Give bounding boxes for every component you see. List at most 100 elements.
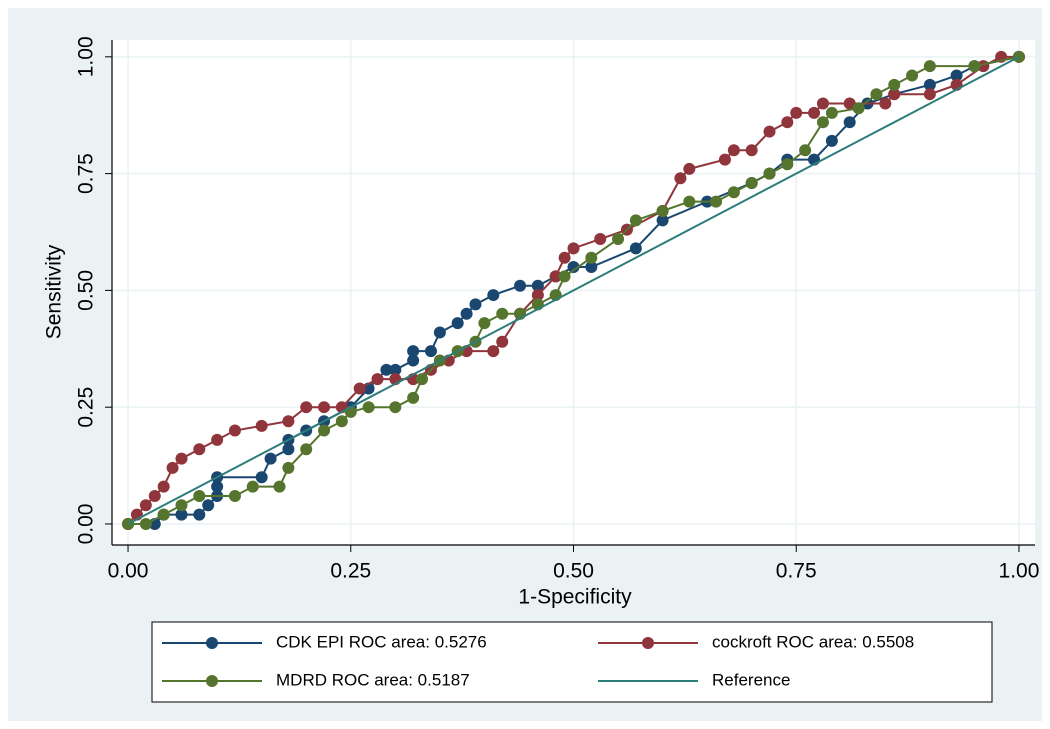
- point: [594, 233, 607, 246]
- legend: [151, 621, 993, 703]
- point: [389, 401, 402, 414]
- point: [487, 289, 500, 302]
- series-line: [128, 55, 1020, 525]
- y-axis-title: Sensitivity: [43, 244, 66, 339]
- point: [558, 251, 571, 264]
- point: [656, 214, 669, 227]
- point: [531, 279, 544, 292]
- point: [478, 317, 491, 330]
- point: [264, 452, 277, 465]
- legend-label: cockroft ROC area: 0.5508: [712, 632, 914, 651]
- point: [612, 233, 625, 246]
- point: [300, 401, 313, 414]
- point: [968, 60, 981, 73]
- point: [139, 517, 152, 530]
- point: [852, 102, 865, 115]
- point: [629, 214, 642, 227]
- point: [335, 415, 348, 428]
- point: [745, 176, 758, 189]
- point: [407, 391, 420, 404]
- point: [870, 88, 883, 101]
- point: [407, 354, 420, 367]
- x-tick-label: 1.00: [999, 560, 1040, 583]
- point: [683, 195, 696, 208]
- point: [389, 363, 402, 376]
- point: [656, 204, 669, 217]
- point: [496, 307, 509, 320]
- point: [816, 116, 829, 129]
- point: [193, 508, 206, 521]
- y-tick-label: 0.25: [75, 387, 98, 428]
- point: [843, 97, 856, 110]
- point: [906, 69, 919, 82]
- marks: [122, 50, 1025, 530]
- point: [799, 144, 812, 157]
- point: [950, 69, 963, 82]
- x-tick-label: 0.00: [108, 560, 149, 583]
- point: [808, 106, 821, 119]
- point: [781, 116, 794, 129]
- point: [496, 335, 509, 348]
- point: [718, 153, 731, 166]
- point: [157, 480, 170, 493]
- y-tick-label: 1.00: [75, 36, 98, 77]
- point: [193, 443, 206, 456]
- point: [585, 251, 598, 264]
- point: [424, 345, 437, 358]
- point: [175, 508, 188, 521]
- point: [211, 433, 224, 446]
- point: [282, 461, 295, 474]
- series-line: [127, 55, 1020, 525]
- point: [469, 298, 482, 311]
- point: [318, 401, 331, 414]
- point: [1012, 50, 1025, 63]
- ticks: 0.00 0.25 0.50 0.75 1.00 0.00 0.25 0.50 0.75 1.00: [75, 36, 1040, 582]
- x-tick-label: 0.50: [553, 560, 594, 583]
- point: [139, 499, 152, 512]
- point: [674, 172, 687, 185]
- point: [148, 489, 161, 502]
- point: [790, 106, 803, 119]
- point: [825, 134, 838, 147]
- point: [166, 461, 179, 474]
- y-tick-label: 0.50: [75, 270, 98, 311]
- point: [380, 363, 393, 376]
- point: [567, 261, 580, 274]
- legend-items: CDK EPI ROC area: 0.5276 cockroft ROC are…: [162, 632, 914, 689]
- point: [585, 261, 598, 274]
- point: [416, 373, 429, 386]
- point: [879, 97, 892, 110]
- point: [514, 279, 527, 292]
- point: [318, 424, 331, 437]
- point: [362, 401, 375, 414]
- point: [246, 480, 259, 493]
- point: [211, 480, 224, 493]
- point: [629, 242, 642, 255]
- point: [175, 452, 188, 465]
- legend-marker: [206, 637, 218, 649]
- point: [710, 195, 723, 208]
- x-axis-title: 1-Specificity: [518, 586, 632, 609]
- point: [451, 317, 464, 330]
- legend-label: MDRD ROC area: 0.5187: [276, 670, 470, 689]
- x-tick-label: 0.25: [330, 560, 371, 583]
- point: [549, 270, 562, 283]
- point: [282, 415, 295, 428]
- point: [531, 289, 544, 302]
- point: [255, 419, 268, 432]
- point: [193, 489, 206, 502]
- point: [727, 144, 740, 157]
- point: [745, 144, 758, 157]
- point: [353, 382, 366, 395]
- point: [727, 186, 740, 199]
- legend-marker: [642, 637, 654, 649]
- point: [763, 167, 776, 180]
- point: [923, 88, 936, 101]
- point: [460, 307, 473, 320]
- point: [567, 242, 580, 255]
- point: [228, 424, 241, 437]
- point: [433, 326, 446, 339]
- point: [300, 443, 313, 456]
- y-tick-label: 0.75: [75, 153, 98, 194]
- legend-label: CDK EPI ROC area: 0.5276: [276, 632, 487, 651]
